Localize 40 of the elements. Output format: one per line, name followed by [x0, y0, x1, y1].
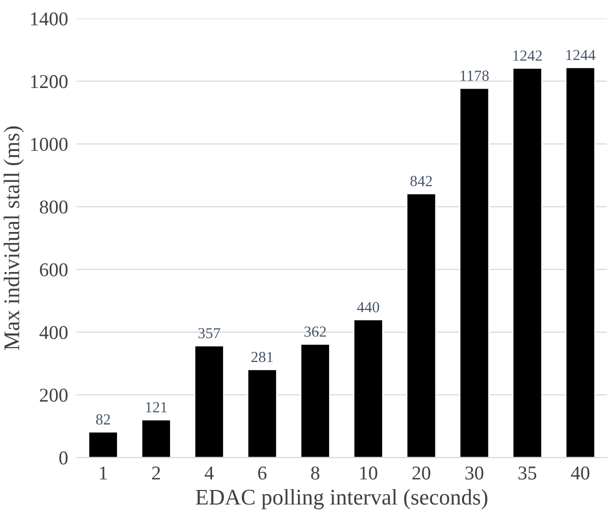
y-tick-label: 800	[40, 200, 68, 214]
x-tick-label: 4	[204, 466, 214, 480]
x-tick-label: 2	[152, 466, 160, 480]
data-label: 121	[146, 402, 167, 412]
bar	[459, 87, 490, 458]
bar	[406, 192, 437, 458]
data-label: 281	[251, 352, 273, 362]
bar	[88, 431, 118, 458]
bar	[246, 368, 278, 458]
x-tick-label: 35	[518, 466, 536, 480]
x-axis-title: EDAC polling interval (seconds)	[196, 489, 488, 510]
x-tick-label: 1	[100, 466, 107, 480]
bar	[565, 66, 596, 458]
x-tick-label: 40	[571, 466, 590, 480]
data-label: 1178	[460, 70, 489, 81]
bar	[140, 418, 172, 458]
data-label: 1242	[513, 50, 542, 61]
y-tick-label: 600	[40, 263, 68, 276]
y-tick-label: 1200	[31, 75, 68, 88]
data-label: 362	[304, 326, 326, 337]
bar	[300, 343, 331, 458]
bar	[352, 318, 384, 458]
y-axis-title: Max individual stall (ms)	[4, 126, 24, 350]
x-tick-label: 20	[412, 466, 430, 480]
data-label: 440	[357, 302, 380, 312]
data-label: 1244	[566, 50, 596, 60]
data-label: 357	[198, 328, 220, 338]
data-label: 82	[96, 414, 110, 425]
x-tick-label: 30	[466, 466, 484, 480]
y-tick-label: 1400	[31, 12, 68, 26]
y-tick-label: 0	[59, 451, 68, 465]
y-tick-label: 400	[40, 326, 68, 340]
x-tick-label: 6	[258, 466, 266, 480]
data-label: 842	[410, 176, 432, 186]
x-tick-label: 8	[311, 466, 320, 480]
y-tick-label: 200	[40, 388, 68, 402]
x-tick-label: 10	[360, 466, 378, 480]
bar	[194, 344, 224, 458]
y-tick-label: 1000	[31, 138, 68, 151]
bar	[512, 67, 543, 458]
